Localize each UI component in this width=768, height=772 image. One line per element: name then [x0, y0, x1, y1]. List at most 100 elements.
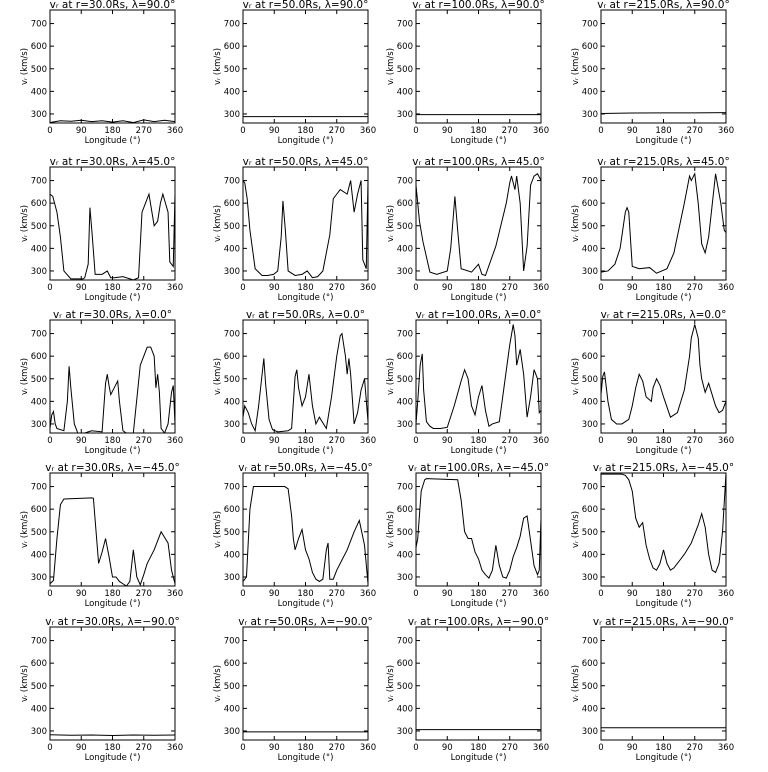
y-axis-label: vᵣ (km/s)	[386, 665, 396, 702]
y-tick-label: 300	[582, 573, 598, 583]
y-tick-label: 500	[397, 682, 413, 692]
x-tick-label: 0	[47, 743, 52, 753]
y-tick-label: 700	[224, 20, 240, 30]
y-tick-label: 500	[224, 375, 240, 385]
x-tick-label: 90	[627, 436, 638, 446]
data-line	[50, 192, 175, 280]
x-tick-label: 180	[297, 126, 313, 136]
panel-17: vᵣ at r=30.0Rs, λ=−90.0° 0 90 180 270 360 300 4…	[20, 616, 183, 763]
x-tick-label: 0	[47, 436, 52, 446]
axes-frame	[415, 319, 542, 434]
data-line	[243, 486, 368, 584]
x-tick-label: 270	[136, 283, 152, 293]
x-tick-label: 180	[470, 436, 486, 446]
x-tick-label: 90	[269, 436, 280, 446]
y-tick-label: 600	[397, 199, 413, 209]
x-tick-label: 360	[360, 436, 376, 446]
y-tick-label: 300	[582, 267, 598, 277]
y-tick-label: 600	[397, 659, 413, 669]
x-tick-label: 360	[533, 283, 549, 293]
panel-18: vᵣ at r=50.0Rs, λ=−90.0° 0 90 180 270 360 300 4…	[213, 616, 376, 763]
y-tick-label: 400	[397, 397, 413, 407]
y-axis-label: vᵣ (km/s)	[571, 48, 581, 85]
y-tick-label: 600	[582, 42, 598, 52]
panel-title: vᵣ at r=50.0Rs, λ=−90.0°	[238, 616, 373, 628]
y-tick-label: 600	[31, 659, 47, 669]
y-tick-label: 300	[582, 420, 598, 430]
y-tick-label: 400	[582, 704, 598, 714]
panel-4: vᵣ at r=215.0Rs, λ=90.0° 0 90 180 270 360 300 4…	[571, 0, 734, 146]
y-tick-label: 300	[397, 727, 413, 737]
x-axis-label: Longitude (°)	[85, 599, 141, 609]
y-tick-label: 500	[582, 375, 598, 385]
y-tick-label: 700	[582, 20, 598, 30]
x-tick-label: 180	[655, 436, 671, 446]
y-tick-label: 600	[397, 505, 413, 515]
x-tick-label: 360	[718, 589, 734, 599]
x-axis-label: Longitude (°)	[85, 136, 141, 146]
y-axis-label: vᵣ (km/s)	[571, 358, 581, 395]
panel-6: vᵣ at r=50.0Rs, λ=45.0° 0 90 180 270 360 300 40…	[213, 156, 376, 303]
axes-frame	[242, 9, 369, 124]
x-tick-label: 90	[76, 743, 87, 753]
x-tick-label: 0	[413, 589, 418, 599]
x-tick-label: 180	[470, 589, 486, 599]
panel-title: vᵣ at r=30.0Rs, λ=45.0°	[50, 156, 176, 168]
y-tick-label: 500	[397, 375, 413, 385]
x-axis-label: Longitude (°)	[451, 599, 507, 609]
panel-title: vᵣ at r=30.0Rs, λ=0.0°	[53, 309, 172, 321]
y-tick-label: 400	[224, 704, 240, 714]
x-tick-label: 0	[47, 589, 52, 599]
y-axis-label: vᵣ (km/s)	[213, 358, 223, 395]
y-tick-label: 600	[582, 659, 598, 669]
y-tick-label: 700	[582, 637, 598, 647]
x-tick-label: 90	[627, 126, 638, 136]
y-tick-label: 700	[31, 20, 47, 30]
y-tick-label: 700	[397, 637, 413, 647]
y-tick-label: 500	[582, 222, 598, 232]
y-tick-label: 400	[224, 244, 240, 254]
x-tick-label: 360	[718, 436, 734, 446]
y-tick-label: 700	[31, 330, 47, 340]
x-tick-label: 90	[627, 743, 638, 753]
x-tick-label: 270	[136, 436, 152, 446]
x-tick-label: 0	[413, 436, 418, 446]
x-tick-label: 180	[297, 743, 313, 753]
x-tick-label: 360	[167, 436, 183, 446]
x-tick-label: 360	[360, 126, 376, 136]
y-tick-label: 400	[31, 244, 47, 254]
axes-frame	[600, 626, 727, 741]
x-tick-label: 0	[598, 589, 603, 599]
x-tick-label: 270	[502, 589, 518, 599]
x-axis-label: Longitude (°)	[636, 446, 692, 456]
x-tick-label: 90	[76, 126, 87, 136]
y-tick-label: 600	[31, 352, 47, 362]
x-tick-label: 90	[442, 436, 453, 446]
x-tick-label: 360	[360, 283, 376, 293]
y-tick-label: 500	[31, 375, 47, 385]
x-tick-label: 0	[598, 743, 603, 753]
panel-title: vᵣ at r=215.0Rs, λ=90.0°	[597, 0, 729, 11]
y-axis-label: vᵣ (km/s)	[386, 48, 396, 85]
x-tick-label: 360	[718, 126, 734, 136]
x-tick-label: 180	[104, 283, 120, 293]
x-tick-label: 90	[442, 126, 453, 136]
x-tick-label: 180	[470, 283, 486, 293]
panel-10: vᵣ at r=50.0Rs, λ=0.0° 0 90 180 270 360 300 400…	[213, 309, 376, 456]
x-tick-label: 270	[502, 436, 518, 446]
x-tick-label: 0	[240, 126, 245, 136]
data-line	[601, 172, 726, 274]
y-axis-label: vᵣ (km/s)	[20, 358, 30, 395]
y-axis-label: vᵣ (km/s)	[20, 665, 30, 702]
y-tick-label: 500	[582, 65, 598, 75]
x-axis-label: Longitude (°)	[451, 753, 507, 763]
y-tick-label: 700	[224, 330, 240, 340]
y-tick-label: 600	[224, 505, 240, 515]
x-tick-label: 270	[136, 589, 152, 599]
x-tick-label: 180	[297, 589, 313, 599]
y-tick-label: 400	[582, 87, 598, 97]
x-axis-label: Longitude (°)	[451, 446, 507, 456]
x-tick-label: 0	[598, 126, 603, 136]
y-tick-label: 500	[582, 682, 598, 692]
